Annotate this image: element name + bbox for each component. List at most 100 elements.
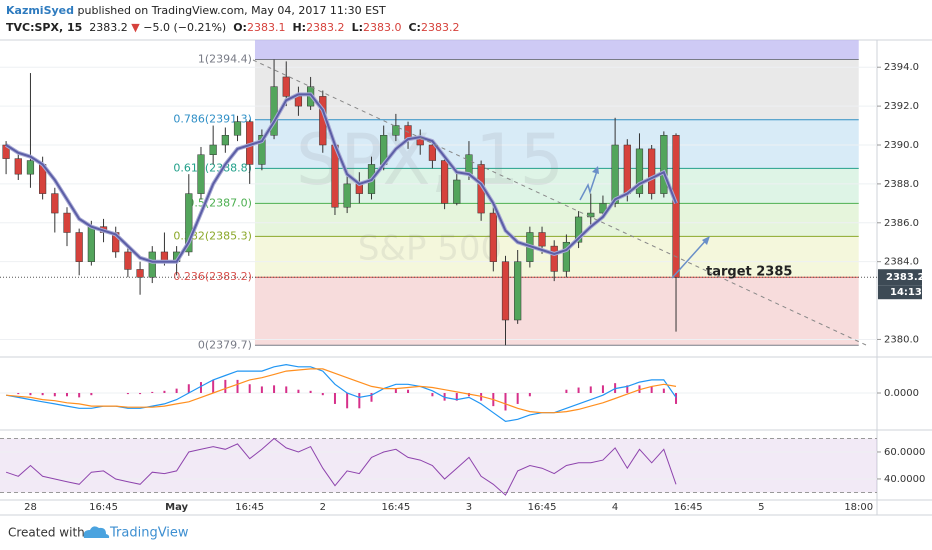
indicator-line xyxy=(6,368,677,414)
ohlc-value: 2383.2 xyxy=(306,21,345,34)
histogram-bar xyxy=(516,393,519,404)
created-with: Created with xyxy=(8,526,85,540)
histogram-bar xyxy=(151,391,154,393)
candle-body xyxy=(26,160,35,175)
x-tick-label: 16:45 xyxy=(528,502,557,513)
fib-label: 0(2379.7) xyxy=(198,338,252,351)
histogram-bar xyxy=(17,393,20,395)
histogram-bar xyxy=(662,388,665,393)
main-panel: 2380.0 2384.0 2386.0 2388.0 2390.0 2392.0 2394… xyxy=(0,40,925,351)
candle-body xyxy=(282,76,290,97)
candle-body xyxy=(465,154,473,175)
candle-body xyxy=(148,251,156,278)
candle-body xyxy=(538,232,546,247)
candle-body xyxy=(75,232,83,262)
fib-label: 0.786(2391.3) xyxy=(173,113,252,126)
x-tick-label: 5 xyxy=(758,502,764,513)
candle-body xyxy=(660,135,668,194)
last-price-box xyxy=(878,269,922,286)
histogram-bar xyxy=(455,393,458,401)
moving-average xyxy=(5,93,677,263)
candle-body xyxy=(672,135,680,278)
x-tick-label: 16:45 xyxy=(381,502,410,513)
y-tick-label: 2386.0 xyxy=(884,218,919,229)
fib-label: 0.5(2387.0) xyxy=(187,196,252,209)
brand-logo xyxy=(83,526,110,538)
fib-band xyxy=(254,168,859,204)
candle-body xyxy=(343,183,351,208)
y-tick-label: 60.0000 xyxy=(884,447,925,458)
candle-body xyxy=(514,261,522,321)
x-tick-label: 16:45 xyxy=(235,502,264,513)
y-tick-label: 2390.0 xyxy=(884,140,919,151)
candle-body xyxy=(562,241,570,272)
histogram-bar xyxy=(431,393,434,397)
candle-body xyxy=(648,148,656,194)
candle-body xyxy=(501,261,510,321)
ohlc-label: C: xyxy=(408,21,421,34)
histogram-bar xyxy=(187,384,190,393)
fib-band xyxy=(254,59,859,120)
fib-label: 0.236(2383.2) xyxy=(173,270,252,283)
annotation: target 2385 xyxy=(706,265,792,280)
ohlc-value: 2383.0 xyxy=(362,21,402,34)
rsi-line xyxy=(5,437,677,496)
candle-body xyxy=(51,193,59,214)
candle-body xyxy=(428,144,437,161)
histogram-bar xyxy=(53,393,56,397)
candle-body xyxy=(489,212,497,262)
candle-body xyxy=(574,216,583,243)
histogram-bar xyxy=(90,393,93,396)
histogram-bar xyxy=(675,393,678,404)
last: 2383.2 xyxy=(89,21,128,34)
fib-band xyxy=(254,119,859,169)
fib-top-band xyxy=(254,40,859,60)
candle-body xyxy=(623,144,631,194)
symbol: TVC:SPX, 15 xyxy=(6,21,83,34)
histogram-bar xyxy=(78,393,81,398)
x-tick-label: 3 xyxy=(466,502,472,513)
header-line-2: TVC:SPX, 15 2383.2 ▼ −5.0 (−0.21%) O:238… xyxy=(6,19,463,36)
candle-body xyxy=(440,160,449,204)
candle-body xyxy=(599,203,607,214)
histogram-bar xyxy=(504,393,507,411)
candle-body xyxy=(258,135,266,165)
countdown-box xyxy=(878,285,922,300)
x-tick-label: 28 xyxy=(24,502,37,513)
fib-label: 0.618(2388.8) xyxy=(173,161,252,174)
ohlc: O:2383.1 H:2383.2 L:2383.0 C:2383.2 xyxy=(233,21,463,34)
candle-body xyxy=(221,135,229,146)
trend-line xyxy=(252,59,867,346)
histogram-bar xyxy=(139,393,142,395)
author[interactable]: KazmiSyed xyxy=(6,4,75,17)
x-tick-label: 16:45 xyxy=(674,502,703,513)
change: −5.0 (−0.21%) xyxy=(143,21,227,34)
candle-body xyxy=(453,179,461,204)
y-tick-label: 2392.0 xyxy=(884,101,919,112)
candle-body xyxy=(550,245,558,272)
histogram-bar xyxy=(346,393,349,409)
header: KazmiSyed published on TradingView.com, … xyxy=(6,2,463,36)
y-tick-label: 2384.0 xyxy=(884,257,919,268)
arrow-head xyxy=(702,236,710,245)
histogram-bar xyxy=(333,393,336,404)
histogram-bar xyxy=(309,390,312,393)
histogram-bar xyxy=(175,388,178,393)
candle-body xyxy=(270,86,278,136)
histogram-bar xyxy=(29,393,32,396)
histogram-bar xyxy=(358,393,361,409)
histogram-bar xyxy=(650,386,653,393)
candle-body xyxy=(209,144,217,155)
arrow-path xyxy=(671,237,709,279)
histogram-bar xyxy=(577,387,580,393)
brand[interactable]: TradingView xyxy=(109,526,189,541)
y-tick-label: 2380.0 xyxy=(884,334,919,345)
fib-label: 1(2394.4) xyxy=(198,52,252,65)
histogram-bar xyxy=(212,379,215,393)
histogram-bar xyxy=(163,390,166,393)
candle-body xyxy=(63,212,71,233)
candle-body xyxy=(392,125,400,136)
candle-body xyxy=(197,154,205,194)
y-tick-label: 2394.0 xyxy=(884,62,919,73)
histogram-bar xyxy=(260,386,263,393)
